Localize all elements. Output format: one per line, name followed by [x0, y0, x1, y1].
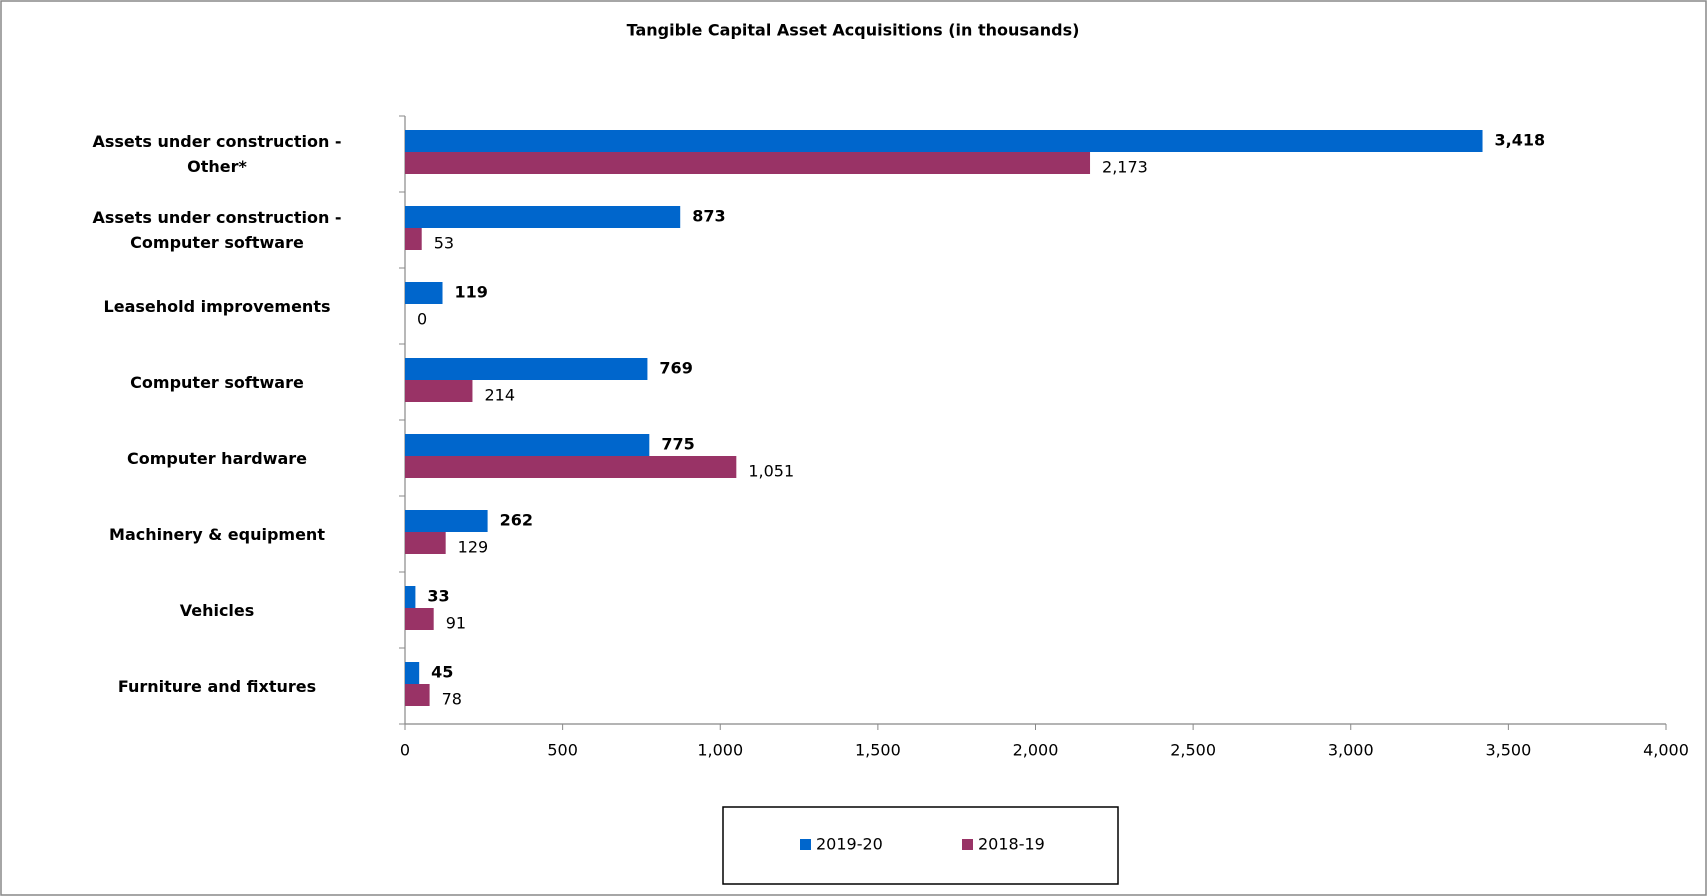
x-tick-label: 3,000 — [1328, 741, 1374, 760]
data-label: 2,173 — [1102, 158, 1148, 177]
data-label: 873 — [692, 207, 725, 226]
y-tick-label: Computer hardware — [126, 448, 308, 468]
data-label: 214 — [484, 386, 515, 405]
data-label: 1,051 — [748, 462, 794, 481]
data-label: 3,418 — [1495, 131, 1546, 150]
x-tick-label: 2,500 — [1170, 741, 1216, 760]
bar — [405, 130, 1483, 152]
legend-swatch — [800, 839, 811, 850]
y-tick-label: Assets under construction - Other* — [92, 132, 342, 176]
y-tick-label: Furniture and fixtures — [117, 676, 317, 696]
x-tick-label: 500 — [547, 741, 578, 760]
x-tick-label: 4,000 — [1643, 741, 1689, 760]
bar — [405, 380, 473, 402]
y-tick-label: Machinery & equipment — [109, 524, 325, 544]
data-label: 53 — [434, 234, 454, 253]
data-label: 262 — [500, 511, 533, 530]
y-tick-label: Computer software — [130, 372, 304, 392]
bar — [405, 282, 443, 304]
bar — [405, 662, 420, 684]
bar — [405, 152, 1091, 174]
data-label: 33 — [427, 587, 449, 606]
x-tick-label: 0 — [400, 741, 410, 760]
bar — [405, 434, 650, 456]
x-tick-label: 1,000 — [697, 741, 743, 760]
bar — [405, 228, 422, 250]
data-label: 78 — [442, 690, 462, 709]
legend-swatch — [962, 839, 973, 850]
bar — [405, 510, 488, 532]
legend-box — [722, 806, 1119, 885]
data-label: 91 — [446, 614, 466, 633]
bar — [405, 358, 648, 380]
y-tick-label: Assets under construction - Computer sof… — [92, 208, 342, 252]
bar — [405, 456, 737, 478]
data-label: 119 — [455, 283, 488, 302]
x-tick-label: 2,000 — [1013, 741, 1059, 760]
bar — [405, 206, 681, 228]
x-tick-label: 1,500 — [855, 741, 901, 760]
bar — [405, 532, 446, 554]
data-label: 0 — [417, 310, 427, 329]
y-tick-label: Leasehold improvements — [103, 296, 331, 316]
chart-title: Tangible Capital Asset Acquisitions (in … — [627, 21, 1080, 40]
legend-label: 2018-19 — [978, 835, 1045, 854]
data-label: 769 — [659, 359, 692, 378]
bar — [405, 586, 416, 608]
data-label: 775 — [661, 435, 694, 454]
legend-label: 2019-20 — [816, 835, 883, 854]
x-tick-label: 3,500 — [1485, 741, 1531, 760]
bar — [405, 608, 434, 630]
data-label: 45 — [431, 663, 453, 682]
y-tick-label: Vehicles — [179, 600, 255, 620]
bar — [405, 684, 430, 706]
data-label: 129 — [458, 538, 489, 557]
